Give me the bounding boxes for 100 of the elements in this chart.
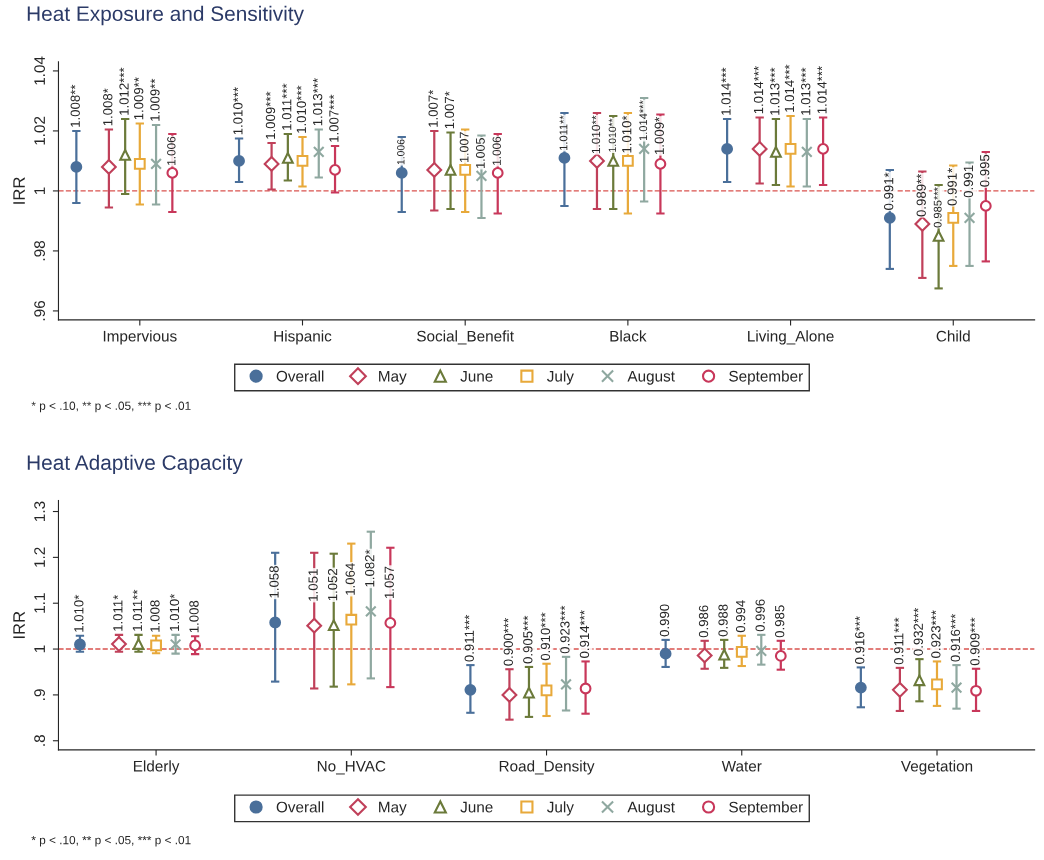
data-label: 1.011* xyxy=(113,594,123,631)
data-label: 1.011** xyxy=(132,589,143,631)
y-tick-label: .98 xyxy=(34,240,46,261)
data-label: 1.051 xyxy=(308,569,318,601)
data-label: 1.014*** xyxy=(784,64,795,112)
data-label: 0.914*** xyxy=(579,610,590,658)
data-label: 1.014*** xyxy=(721,67,731,115)
data-label: 1.011*** xyxy=(282,83,292,130)
legend-label: Overall xyxy=(276,370,324,382)
data-label: 1.009** xyxy=(134,77,144,120)
y-tick-label: .96 xyxy=(34,300,46,321)
y-tick-label: 1.3 xyxy=(34,501,46,521)
data-label: 1.005 xyxy=(475,138,485,168)
data-label: 1.057 xyxy=(384,566,394,598)
data-label: 1.008 xyxy=(150,600,160,632)
legend-label: June xyxy=(460,370,493,382)
data-label: 1.052 xyxy=(327,568,338,601)
y-tick-label: .9 xyxy=(34,689,46,700)
y-tick-label: .8 xyxy=(34,735,46,746)
data-label: 0.989** xyxy=(916,173,926,217)
data-label: 0.991* xyxy=(947,168,957,206)
legend-label: May xyxy=(379,801,407,816)
data-label: 0.923*** xyxy=(931,610,941,658)
data-label: 1.082* xyxy=(365,549,375,587)
legend-label: June xyxy=(460,801,493,813)
y-tick-label: 1.02 xyxy=(34,116,46,145)
data-label: 1.009*** xyxy=(265,91,276,139)
data-label: 1.008 xyxy=(189,600,199,633)
data-label: 1.058 xyxy=(269,566,279,598)
legend-label: September xyxy=(729,801,803,816)
data-label: 1.007*** xyxy=(329,94,339,142)
legend-label: September xyxy=(729,370,803,385)
legend-label: August xyxy=(627,801,675,816)
data-label: 1.010*** xyxy=(296,85,307,133)
y-tick-label: 1 xyxy=(34,645,45,653)
data-label: 0.911*** xyxy=(894,617,904,665)
data-label: 1.064 xyxy=(345,563,355,595)
x-tick-label: Vegetation xyxy=(900,760,973,775)
data-label: 0.910*** xyxy=(540,612,551,661)
chart-title: Heat Adaptive Capacity xyxy=(27,454,243,475)
data-label: 0.916*** xyxy=(950,613,961,662)
data-label: 1.014*** xyxy=(639,100,648,141)
y-axis-title: IRR xyxy=(13,611,25,639)
data-label: 1.013*** xyxy=(770,67,780,115)
y-tick-label: 1.2 xyxy=(34,547,45,567)
data-label: 1.006 xyxy=(492,136,501,165)
data-label: 1.012*** xyxy=(119,67,129,115)
data-label: 0.991* xyxy=(884,172,894,210)
data-label: 1.010** xyxy=(608,118,617,152)
data-label: 1.010* xyxy=(169,593,180,631)
y-tick-label: 1 xyxy=(34,187,45,194)
data-label: 0.988 xyxy=(718,604,728,637)
data-label: 0.911*** xyxy=(464,614,474,662)
x-tick-label: Living_Alone xyxy=(748,330,834,345)
data-label: 1.008* xyxy=(103,88,113,126)
data-label: 0.923*** xyxy=(560,605,570,654)
data-label: 1.007* xyxy=(428,89,438,127)
data-label: 1.010** xyxy=(591,115,601,154)
data-label: 1.010*** xyxy=(233,87,243,135)
data-label: 0.905*** xyxy=(523,615,533,664)
y-tick-label: 1.04 xyxy=(34,56,46,85)
x-tick-label: Road_Density xyxy=(499,760,595,775)
data-label: 0.985 xyxy=(775,605,785,638)
data-label: 1.011** xyxy=(559,115,568,150)
data-label: 1.014*** xyxy=(753,66,764,114)
chart-title: Heat Exposure and Sensitivity xyxy=(27,5,304,26)
x-tick-label: Water xyxy=(721,760,762,772)
data-label: 0.995 xyxy=(980,154,990,187)
data-label: 1.013*** xyxy=(312,78,323,126)
legend-label: July xyxy=(547,370,574,385)
data-label: 1.009** xyxy=(150,78,160,121)
data-label: 1.008** xyxy=(70,84,80,127)
text: * p < .10, ** p < .05, *** p < .01 xyxy=(31,401,191,413)
data-label: 0.909*** xyxy=(970,617,980,666)
data-label: 0.932*** xyxy=(913,607,923,656)
legend-label: Overall xyxy=(276,801,324,813)
x-tick-label: Black xyxy=(610,330,647,342)
y-axis-title: IRR xyxy=(13,177,25,204)
data-label: 1.010* xyxy=(622,115,632,153)
data-label: 0.900*** xyxy=(503,618,513,666)
x-tick-label: Social_Benefit xyxy=(417,330,514,345)
data-label: 1.006 xyxy=(167,136,176,165)
data-label: 0.994 xyxy=(735,600,746,633)
legend-label: May xyxy=(379,370,407,385)
legend-label: August xyxy=(627,370,675,385)
x-tick-label: Impervious xyxy=(103,330,177,345)
x-tick-label: Elderly xyxy=(133,760,180,775)
x-tick-label: Hispanic xyxy=(274,330,332,345)
data-label: 0.916*** xyxy=(855,616,865,664)
y-tick-label: 1.1 xyxy=(34,593,45,613)
legend-label: July xyxy=(547,801,574,816)
x-tick-label: Child xyxy=(936,330,970,342)
text: * p < .10, ** p < .05, *** p < .01 xyxy=(31,835,191,847)
data-label: 0.990 xyxy=(659,604,670,637)
data-label: 1.013*** xyxy=(801,67,811,115)
data-label: 0.991 xyxy=(963,165,974,198)
data-label: 0.996 xyxy=(755,599,765,632)
data-label: 1.007* xyxy=(444,91,455,129)
data-label: 0.986 xyxy=(698,605,709,638)
data-label: 1.010* xyxy=(74,594,84,632)
